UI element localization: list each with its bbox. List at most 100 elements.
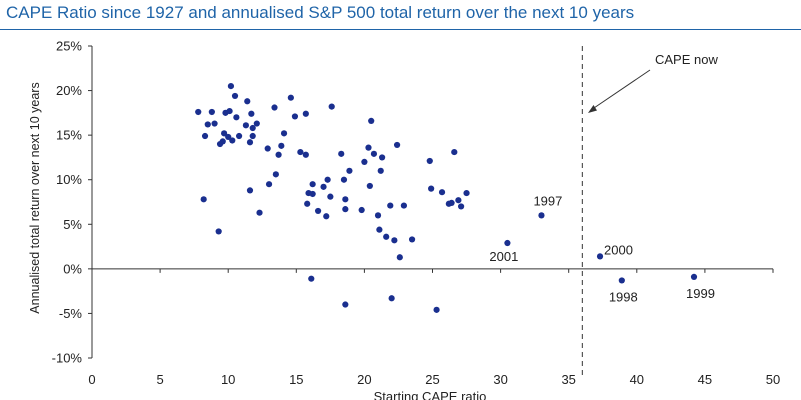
y-tick-label: 25% — [56, 39, 82, 54]
scatter-point — [278, 142, 285, 149]
scatter-point — [388, 295, 395, 302]
scatter-point-1997 — [538, 212, 545, 219]
scatter-point — [433, 306, 440, 313]
scatter-point — [342, 206, 349, 213]
title-rule — [0, 29, 801, 30]
scatter-point — [297, 148, 304, 156]
scatter-point — [246, 139, 254, 146]
scatter-point — [383, 233, 390, 240]
x-tick-label: 5 — [156, 372, 163, 387]
scatter-point — [309, 181, 316, 188]
scatter-point — [211, 120, 218, 127]
scatter-point — [340, 176, 348, 183]
scatter-point — [204, 121, 211, 128]
y-tick-label: 15% — [56, 128, 82, 143]
scatter-point — [253, 120, 260, 127]
scatter-point — [219, 138, 226, 145]
scatter-point — [215, 228, 222, 235]
point-label-2001: 2001 — [489, 249, 518, 264]
scatter-point — [275, 151, 282, 158]
scatter-point — [338, 150, 345, 157]
scatter-point — [361, 158, 368, 165]
scatter-point — [428, 185, 435, 192]
scatter-point — [438, 189, 446, 196]
x-tick-label: 45 — [698, 372, 712, 387]
scatter-point — [396, 254, 403, 261]
scatter-point — [291, 113, 299, 120]
scatter-point — [368, 117, 375, 124]
scatter-point — [365, 144, 372, 151]
scatter-point — [271, 104, 278, 111]
scatter-point — [308, 275, 315, 282]
scatter-point — [221, 130, 228, 137]
x-tick-label: 20 — [357, 372, 371, 387]
x-tick-label: 30 — [493, 372, 507, 387]
y-tick-label: 20% — [56, 83, 82, 98]
scatter-point-1998 — [618, 277, 625, 284]
scatter-point — [227, 83, 235, 90]
scatter-point — [229, 137, 236, 144]
scatter-point — [327, 193, 334, 200]
x-tick-label: 15 — [289, 372, 303, 387]
scatter-point — [426, 157, 433, 165]
scatter-point — [304, 200, 311, 207]
x-axis-label: Starting CAPE ratio — [374, 389, 487, 400]
scatter-point — [242, 122, 250, 129]
scatter-point — [244, 98, 251, 105]
scatter-point-2000 — [596, 253, 604, 260]
scatter-point — [342, 196, 349, 203]
scatter-point — [231, 92, 239, 100]
point-label-2000: 2000 — [604, 242, 633, 257]
scatter-point — [463, 189, 470, 197]
point-label-1998: 1998 — [609, 289, 638, 304]
scatter-point — [451, 148, 458, 156]
axes: 25% 20% 15% 10% 5% 0% -5% -10% 0 5 10 15 20 25 30 35 40 4… — [52, 39, 781, 388]
scatter-point — [320, 183, 327, 190]
scatter-point — [302, 110, 309, 117]
point-label-1997: 1997 — [533, 193, 562, 208]
scatter-point — [265, 181, 273, 188]
scatter-point — [302, 151, 309, 158]
scatter-point — [448, 199, 455, 206]
point-labels: 1997 1998 1999 2000 2001 — [489, 193, 715, 304]
y-tick-label: 10% — [56, 172, 82, 187]
scatter-point-2001 — [504, 239, 511, 247]
y-tick-label: 5% — [63, 217, 82, 232]
scatter-point — [248, 110, 255, 117]
x-tick-label: 40 — [630, 372, 644, 387]
scatter-point — [200, 196, 207, 203]
scatter-point — [458, 203, 465, 210]
y-tick-label: -10% — [52, 351, 83, 366]
scatter-point — [249, 124, 256, 132]
data-points — [195, 83, 698, 313]
scatter-point — [393, 141, 401, 149]
chart-title: CAPE Ratio since 1927 and annualised S&P… — [6, 3, 635, 22]
scatter-point — [256, 209, 263, 216]
scatter-point — [328, 103, 335, 110]
scatter-point — [366, 182, 373, 190]
scatter-point — [346, 167, 353, 174]
scatter-point — [249, 132, 256, 140]
scatter-point — [323, 213, 330, 220]
scatter-point — [342, 301, 349, 308]
y-axis-label: Annualised total return over next 10 yea… — [28, 82, 42, 313]
scatter-point — [377, 167, 384, 174]
x-tick-label: 50 — [766, 372, 780, 387]
scatter-point — [225, 133, 232, 141]
scatter-point — [201, 132, 209, 140]
scatter-point-1999 — [690, 273, 698, 280]
cape-now-label: CAPE now — [655, 52, 718, 67]
scatter-point — [309, 190, 316, 198]
scatter-point — [235, 132, 243, 140]
scatter-point — [208, 108, 215, 116]
scatter-point — [287, 94, 294, 101]
y-tick-label: 0% — [63, 261, 82, 276]
scatter-point — [374, 212, 382, 219]
scatter-point — [324, 176, 331, 183]
scatter-point — [314, 207, 322, 215]
y-tick-label: -5% — [59, 306, 83, 321]
x-tick-label: 35 — [561, 372, 575, 387]
scatter-point — [264, 145, 271, 152]
scatter-point — [379, 154, 386, 161]
